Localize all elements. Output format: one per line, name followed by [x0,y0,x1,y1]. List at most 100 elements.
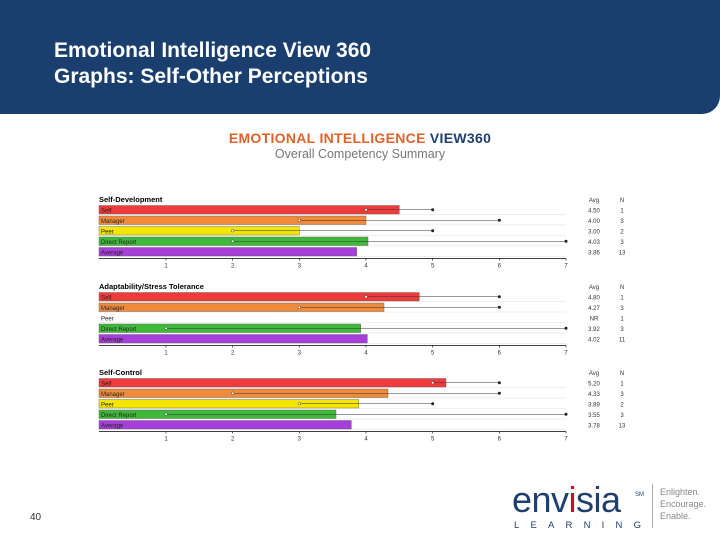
bar-average [98,247,357,257]
avg-header: Avg [589,371,599,377]
row-label: Self [101,382,112,388]
x-tick-label: 7 [564,437,568,443]
n-value: 13 [619,251,626,257]
section-title: Self-Development [99,195,163,204]
range-min-marker [364,208,368,212]
logo-divider [652,484,653,528]
logo-tagline: Enlighten. Encourage. Enable. [660,486,706,522]
row-label: Direct Report [101,240,137,246]
section-title: Adaptability/Stress Tolerance [99,282,204,291]
row-label: Manager [101,392,125,398]
chart-title-part1: EMOTIONAL INTELLIGENCE [228,130,426,146]
logo-wordmark-i: i [568,479,577,520]
x-tick-label: 7 [564,264,568,270]
avg-value: 3.89 [588,403,600,409]
range-min-marker [231,229,235,233]
row-label: Average [101,251,124,257]
n-header: N [620,198,624,204]
avg-value: 3.78 [588,424,600,430]
x-tick-label: 6 [498,351,502,357]
row-label: Direct Report [101,327,137,333]
n-value: 1 [620,296,624,302]
x-tick-label: 4 [364,264,368,270]
range-max-marker [564,412,568,416]
range-min-marker [431,381,435,385]
x-tick-label: 1 [164,264,168,270]
n-value: 3 [620,327,624,333]
logo-trademark: SM [635,492,644,498]
x-tick-label: 6 [498,437,502,443]
envisia-logo: envisia SM LEARNING Enlighten. Encourage… [512,482,712,532]
range-max-marker [431,229,435,233]
bar-average [98,420,352,430]
logo-subword: LEARNING [514,520,653,531]
n-header: N [620,371,624,377]
range-max-marker [497,295,501,299]
page-number: 40 [30,512,42,523]
n-value: 3 [620,413,624,419]
avg-value: 4.33 [588,392,600,398]
avg-value: 4.02 [588,338,600,344]
row-label: Self [101,296,112,302]
slide-title-line2: Graphs: Self-Other Perceptions [54,65,368,88]
row-label: Peer [101,403,114,409]
x-tick-label: 1 [164,437,168,443]
logo-tagline-3: Enable. [660,511,691,521]
n-value: 3 [620,240,624,246]
n-value: 1 [620,382,624,388]
bar-self [98,205,400,215]
range-min-marker [364,295,368,299]
x-tick-label: 4 [364,351,368,357]
range-min-marker [231,239,235,243]
range-min-marker [164,412,168,416]
range-max-marker [497,305,501,309]
n-header: N [620,285,624,291]
slide-title-line1: Emotional Intelligence View 360 [54,39,372,62]
n-value: 11 [619,338,626,344]
row-label: Manager [101,219,125,225]
avg-value: NR [590,317,599,323]
row-label: Direct Report [101,413,137,419]
avg-value: 3.00 [588,230,600,236]
x-tick-label: 6 [498,264,502,270]
range-max-marker [431,208,435,212]
range-max-marker [564,239,568,243]
logo-wordmark-prefix: env [512,479,569,520]
logo-wordmark-suffix: sia [576,479,621,520]
x-tick-label: 2 [231,351,235,357]
avg-value: 4.00 [588,219,600,225]
avg-value: 3.92 [588,327,600,333]
avg-value: 4.80 [588,296,600,302]
range-max-marker [497,391,501,395]
row-label: Peer [101,317,114,323]
avg-value: 3.86 [588,251,600,257]
x-tick-label: 5 [431,264,435,270]
chart-title: EMOTIONAL INTELLIGENCE VIEW360 [0,130,720,146]
x-tick-label: 5 [431,351,435,357]
x-tick-label: 2 [231,264,235,270]
x-tick-label: 4 [364,437,368,443]
x-tick-label: 5 [431,437,435,443]
logo-tagline-1: Enlighten. [660,487,701,497]
n-value: 2 [620,230,624,236]
logo-wordmark: envisia [512,482,621,518]
logo-tagline-2: Encourage. [660,499,707,509]
chart-subtitle: Overall Competency Summary [274,147,446,161]
section-title: Self-Control [99,368,142,377]
range-max-marker [497,381,501,385]
x-tick-label: 2 [231,437,235,443]
row-label: Average [101,424,124,430]
avg-value: 4.27 [588,306,600,312]
n-value: 3 [620,219,624,225]
x-tick-label: 1 [164,351,168,357]
chart-title-part2: VIEW360 [429,130,492,146]
n-value: 1 [620,317,624,323]
row-label: Average [101,338,124,344]
avg-header: Avg [589,198,599,204]
range-min-marker [164,326,168,330]
avg-value: 3.55 [588,413,600,419]
avg-value: 4.03 [588,240,600,246]
bar-self [98,378,447,388]
x-tick-label: 3 [298,351,302,357]
